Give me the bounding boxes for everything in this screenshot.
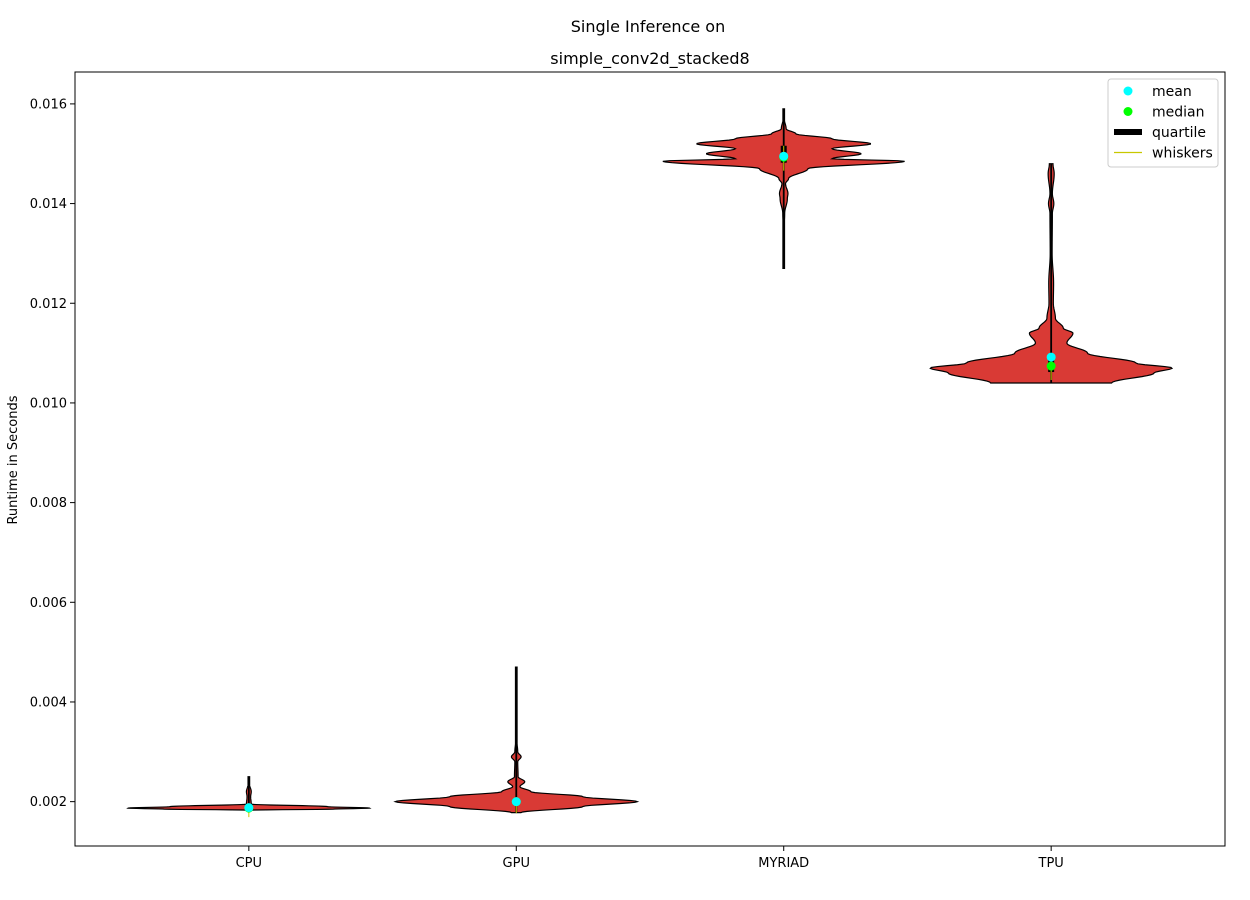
x-tick-label: GPU (503, 856, 530, 871)
chart-suptitle: Single Inference on (571, 17, 725, 36)
y-tick-label: 0.016 (30, 97, 67, 112)
y-tick-label: 0.010 (30, 396, 67, 411)
legend: mean median quartile whiskers (1107, 78, 1219, 168)
mean-point-cpu (244, 803, 254, 813)
legend-box (1107, 78, 1219, 168)
markers-layer (244, 108, 1056, 818)
x-axis: CPU GPU MYRIAD TPU (236, 846, 1064, 871)
legend-mean-marker (1123, 86, 1133, 96)
legend-mean-label: mean (1152, 84, 1192, 100)
y-tick-label: 0.014 (30, 197, 67, 212)
x-tick-label: TPU (1038, 856, 1064, 871)
y-tick-label: 0.004 (30, 695, 67, 710)
x-tick-label: CPU (236, 856, 262, 871)
x-tick-label: MYRIAD (758, 856, 809, 871)
mean-point-myriad (779, 151, 789, 161)
legend-quartile-label: quartile (1152, 125, 1206, 141)
plot-frame (74, 71, 1226, 847)
legend-whiskers-label: whiskers (1152, 146, 1213, 162)
chart-title: simple_conv2d_stacked8 (550, 49, 749, 69)
median-point-tpu (1046, 361, 1056, 371)
y-tick-label: 0.008 (30, 496, 67, 511)
y-tick-label: 0.002 (30, 795, 67, 810)
legend-median-marker (1123, 107, 1133, 116)
y-tick-label: 0.006 (30, 596, 67, 611)
legend-quartile-marker (1114, 129, 1142, 135)
legend-median-label: median (1152, 105, 1204, 121)
mean-point-gpu (511, 797, 521, 807)
mean-point-tpu (1046, 352, 1056, 362)
y-axis: 0.002 0.004 0.006 0.008 0.010 0.012 0.014 0.016 (30, 97, 75, 810)
y-tick-label: 0.012 (30, 297, 67, 312)
y-axis-label: Runtime in Seconds (6, 395, 21, 524)
violins-layer (126, 108, 1174, 814)
